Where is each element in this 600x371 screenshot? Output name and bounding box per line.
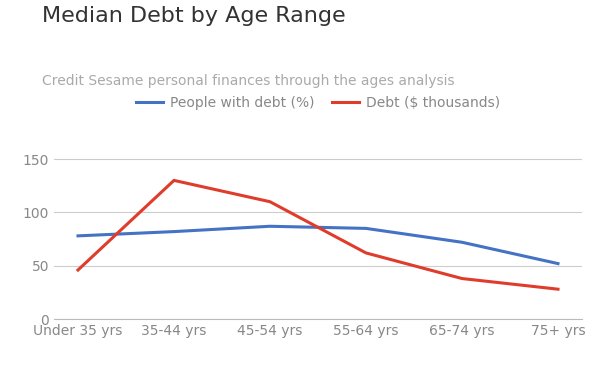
Text: Credit Sesame personal finances through the ages analysis: Credit Sesame personal finances through … — [42, 74, 455, 88]
Text: Median Debt by Age Range: Median Debt by Age Range — [42, 6, 346, 26]
Legend: People with debt (%), Debt ($ thousands): People with debt (%), Debt ($ thousands) — [130, 91, 506, 116]
